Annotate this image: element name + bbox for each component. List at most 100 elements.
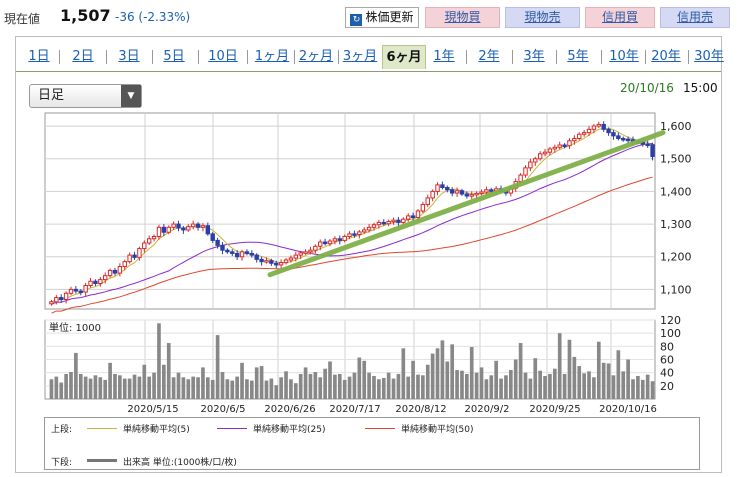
tab-12[interactable]: 5年 — [561, 45, 595, 69]
candle-body — [205, 225, 211, 235]
tab-13[interactable]: 10年 — [606, 45, 642, 69]
candle-body — [420, 203, 426, 212]
candle-body — [342, 235, 347, 241]
tab-2[interactable]: 3日 — [112, 45, 146, 69]
tab-separator — [556, 50, 557, 64]
volume-bar — [479, 367, 484, 399]
tab-8[interactable]: 6ヶ月 — [382, 45, 426, 69]
candle-body — [244, 251, 250, 254]
volume-bar — [279, 377, 283, 399]
volume-bar — [469, 346, 474, 399]
tab-4[interactable]: 10日 — [204, 45, 242, 69]
candle-body — [454, 190, 460, 194]
volume-bar — [269, 378, 274, 399]
tab-label: 1日 — [28, 49, 50, 64]
tab-label: 2年 — [478, 49, 500, 64]
volume-bar — [445, 361, 450, 399]
tab-3[interactable]: 5日 — [157, 45, 191, 69]
volume-bar — [528, 378, 533, 399]
volume-bar — [328, 361, 332, 399]
tab-10[interactable]: 2年 — [472, 45, 506, 69]
volume-bar — [362, 360, 367, 399]
candle-body — [523, 167, 528, 176]
candle-body — [410, 215, 416, 219]
volume-bar — [616, 350, 621, 399]
candle-body — [557, 144, 562, 148]
volume-bar — [552, 368, 557, 399]
spot-sell-button[interactable]: 現物売 — [505, 7, 580, 28]
volume-bar — [205, 377, 210, 399]
tab-label: 1ヶ月 — [254, 49, 290, 64]
volume-bar — [176, 372, 181, 399]
tab-0[interactable]: 1日 — [26, 45, 52, 69]
candle-body — [332, 238, 338, 242]
spot-buy-button[interactable]: 現物買 — [425, 7, 500, 28]
tab-11[interactable]: 3年 — [517, 45, 551, 69]
candle-body — [122, 261, 127, 268]
candle-body — [518, 174, 523, 183]
tab-1[interactable]: 2日 — [66, 45, 100, 69]
candle-body — [449, 189, 455, 194]
candle-body — [234, 252, 240, 258]
tab-15[interactable]: 30年 — [691, 45, 727, 69]
volume-bar — [352, 372, 357, 399]
tab-9[interactable]: 1年 — [429, 45, 459, 69]
tab-underline — [16, 71, 721, 72]
candle-body — [591, 125, 597, 130]
volume-bar — [93, 375, 98, 399]
candle-body — [54, 297, 59, 303]
candle-body — [117, 266, 123, 274]
volume-bar — [249, 380, 254, 399]
volume-bar — [465, 373, 469, 399]
legend-lower-label: 下段: — [51, 458, 73, 468]
candle-body — [391, 219, 396, 223]
candle-body — [93, 280, 98, 285]
tab-14[interactable]: 20年 — [648, 45, 684, 69]
volume-bar — [289, 379, 293, 399]
volume-bar — [621, 371, 626, 399]
chart-date: 20/10/16 — [620, 81, 674, 95]
margin-buy-button[interactable]: 信用買 — [585, 7, 655, 28]
volume-bar — [645, 374, 650, 399]
tab-separator — [338, 50, 339, 64]
candle-body — [376, 221, 382, 226]
candle-body — [171, 223, 176, 228]
volume-tick-label: 20 — [660, 380, 674, 393]
candle-body — [362, 229, 367, 233]
volume-bar — [59, 382, 64, 399]
volume-bar — [391, 378, 396, 399]
tab-separator — [511, 50, 513, 64]
volume-bar — [421, 375, 425, 399]
volume-bar — [303, 367, 308, 399]
volume-bar — [191, 376, 196, 399]
candle-body — [337, 238, 342, 241]
candle-body — [264, 260, 269, 263]
candle-body — [176, 223, 181, 229]
candle-body — [440, 184, 445, 188]
candle-body — [181, 227, 186, 231]
volume-bar — [650, 381, 655, 399]
volume-bar — [543, 375, 547, 399]
update-price-button[interactable]: ↻ 株価更新 — [345, 7, 419, 28]
candle-body — [464, 193, 470, 197]
volume-bar — [54, 376, 59, 399]
trend-line — [267, 130, 666, 278]
volume-bar — [367, 372, 371, 399]
tab-separator — [600, 50, 602, 64]
volume-bar — [152, 372, 156, 399]
tab-7[interactable]: 3ヶ月 — [340, 45, 380, 69]
volume-bar — [592, 377, 596, 399]
candle-body — [239, 251, 245, 258]
margin-sell-button[interactable]: 信用売 — [660, 7, 730, 28]
tab-5[interactable]: 1ヶ月 — [252, 45, 292, 69]
candle-body — [606, 128, 611, 134]
candle-body — [562, 144, 567, 148]
candle-body — [572, 137, 577, 142]
volume-bar — [259, 366, 264, 399]
ma50-line — [51, 176, 653, 314]
tab-6[interactable]: 2ヶ月 — [296, 45, 336, 69]
interval-select[interactable]: 日足 ▼ — [29, 84, 142, 108]
tab-label: 1年 — [433, 49, 455, 64]
volume-bar — [606, 363, 611, 399]
x-tick-label: 2020/7/17 — [329, 404, 380, 415]
